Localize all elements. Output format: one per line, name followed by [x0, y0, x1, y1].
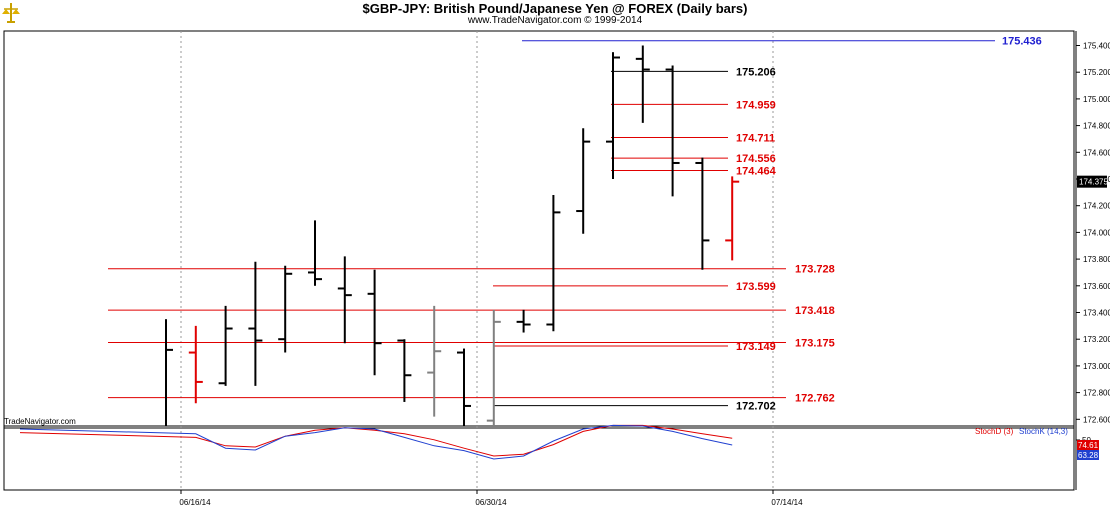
x-tick-label: 06/16/14 — [179, 498, 211, 507]
y-tick-label: 175.200 — [1083, 68, 1110, 77]
chart-title: $GBP-JPY: British Pound/Japanese Yen @ F… — [362, 1, 748, 16]
y-tick-label: 173.200 — [1083, 335, 1110, 344]
stoch-value-label: 74.61 — [1078, 441, 1099, 450]
stoch-series-line — [19, 424, 733, 457]
y-tick-label: 174.600 — [1083, 148, 1110, 157]
y-tick-label: 173.800 — [1083, 255, 1110, 264]
last-price-label: 174.375 — [1079, 178, 1108, 187]
stoch-d-legend: StochD (3) — [975, 427, 1014, 436]
level-label: 174.464 — [736, 165, 777, 177]
level-label: 173.728 — [795, 264, 835, 276]
stoch-value-label: 63.28 — [1078, 451, 1099, 460]
price-pane-frame — [3, 30, 1075, 427]
stoch-value-badge — [1077, 440, 1099, 450]
y-tick-label: 172.600 — [1083, 415, 1110, 424]
logo-icon — [2, 2, 20, 24]
level-label: 173.418 — [795, 305, 835, 317]
level-label: 174.556 — [736, 153, 776, 165]
y-tick-label: 175.400 — [1083, 42, 1110, 51]
y-tick-label: 174.000 — [1083, 228, 1110, 237]
level-label: 173.149 — [736, 341, 776, 353]
last-price-badge — [1077, 175, 1107, 188]
y-tick-label: 172.800 — [1083, 389, 1110, 398]
stoch-series-line — [19, 424, 733, 460]
stoch-pane-frame — [3, 425, 1075, 491]
level-label: 175.436 — [1002, 36, 1042, 48]
level-label: 172.762 — [795, 393, 835, 405]
level-label: 174.711 — [736, 132, 775, 144]
y-tick-label: 174.800 — [1083, 122, 1110, 131]
level-label: 175.206 — [736, 66, 776, 78]
chart-subtitle: www.TradeNavigator.com © 1999-2014 — [467, 15, 643, 26]
x-tick-label: 06/30/14 — [475, 498, 507, 507]
watermark-label: TradeNavigator.com — [4, 417, 76, 426]
y-tick-label: 173.600 — [1083, 282, 1110, 291]
y-tick-label: 173.000 — [1083, 362, 1110, 371]
stoch-value-badge — [1077, 450, 1099, 460]
level-label: 172.702 — [736, 401, 776, 413]
stoch-k-legend: StochK (14,3) — [1019, 427, 1068, 436]
level-label: 173.175 — [795, 338, 835, 350]
y-tick-label: 173.400 — [1083, 309, 1110, 318]
level-label: 173.599 — [736, 281, 776, 293]
y-tick-label: 175.000 — [1083, 95, 1110, 104]
level-label: 174.959 — [736, 99, 776, 111]
y-tick-label: 174.200 — [1083, 202, 1110, 211]
x-tick-label: 07/14/14 — [771, 498, 803, 507]
